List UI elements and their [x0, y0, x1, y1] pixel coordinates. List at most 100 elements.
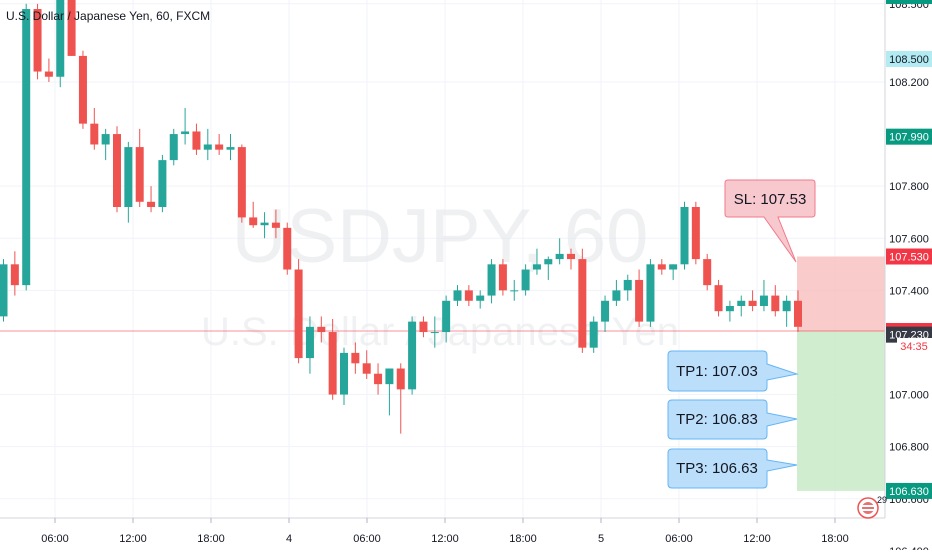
candle-body[interactable]	[317, 326, 326, 333]
candle-body[interactable]	[249, 217, 258, 226]
candle-body[interactable]	[782, 300, 791, 312]
candle-body[interactable]	[113, 134, 121, 208]
candle-body[interactable]	[226, 147, 235, 150]
candle-body[interactable]	[498, 264, 507, 291]
candle-body[interactable]	[532, 264, 541, 270]
candle-body[interactable]	[464, 290, 473, 301]
candle-body[interactable]	[305, 326, 314, 359]
candle-body[interactable]	[430, 332, 439, 334]
candle-body[interactable]	[203, 144, 212, 150]
candle-body[interactable]	[215, 144, 224, 150]
time-tick-label: 06:00	[353, 533, 381, 545]
candle-body[interactable]	[623, 279, 632, 291]
candle-body[interactable]	[748, 300, 757, 306]
events-badge[interactable]: 29	[857, 495, 887, 519]
price-tick-label: 107.600	[889, 233, 929, 245]
price-tick-label: 107.800	[889, 181, 929, 193]
candle-body[interactable]	[294, 269, 303, 359]
candle-body[interactable]	[521, 269, 530, 291]
candle-body[interactable]	[192, 131, 201, 150]
candle-body[interactable]	[453, 290, 462, 301]
candle-body[interactable]	[510, 290, 519, 292]
candle-body[interactable]	[555, 253, 564, 260]
candle-body[interactable]	[351, 352, 360, 364]
tp1-callout[interactable]: TP1: 107.03	[667, 350, 799, 392]
candle-body[interactable]	[635, 279, 644, 322]
candle-body[interactable]	[725, 305, 734, 312]
countdown-label: 34:35	[900, 341, 928, 353]
candle-body[interactable]	[362, 363, 371, 374]
price-tick-label: 107.000	[889, 390, 929, 402]
price-tick-label: 107.400	[889, 285, 929, 297]
candle-body[interactable]	[703, 259, 712, 286]
candle-body[interactable]	[271, 222, 280, 228]
highlight-label: 108.500	[889, 54, 929, 66]
candle-body[interactable]	[237, 147, 246, 218]
stop-loss-zone[interactable]	[797, 256, 885, 331]
candle-body[interactable]	[737, 300, 746, 306]
candle-body[interactable]	[601, 300, 610, 322]
candle-body[interactable]	[101, 134, 110, 145]
candle-body[interactable]	[181, 131, 190, 135]
sl-label: SL: 107.53	[734, 191, 807, 208]
price-label: 108.530	[889, 0, 929, 3]
candle-body[interactable]	[759, 295, 768, 306]
candle-body[interactable]	[340, 352, 348, 395]
candle-body[interactable]	[10, 264, 19, 286]
candle-body[interactable]	[544, 259, 553, 265]
candle-body[interactable]	[680, 207, 689, 265]
candle-body[interactable]	[714, 285, 723, 312]
price-label: 107.530	[889, 251, 929, 263]
sl-callout[interactable]: SL: 107.53	[724, 179, 816, 263]
candle-body[interactable]	[669, 264, 678, 270]
time-tick-label: 5	[598, 533, 604, 545]
candle-body[interactable]	[67, 0, 76, 56]
candle-body[interactable]	[578, 259, 587, 348]
candle-body[interactable]	[0, 264, 8, 317]
candle-body[interactable]	[442, 300, 451, 333]
time-axis[interactable]	[0, 518, 885, 550]
tp3-callout[interactable]: TP3: 106.63	[667, 448, 798, 489]
candle-body[interactable]	[124, 147, 133, 208]
candle-body[interactable]	[476, 295, 485, 301]
time-tick-label: 18:00	[821, 533, 849, 545]
candle-body[interactable]	[691, 207, 700, 260]
candle-body[interactable]	[260, 222, 269, 226]
candle-body[interactable]	[396, 368, 405, 390]
candle-body[interactable]	[567, 253, 575, 260]
time-tick-label: 12:00	[119, 533, 147, 545]
candle-body[interactable]	[589, 321, 598, 348]
candle-body[interactable]	[283, 227, 292, 270]
candle-body[interactable]	[56, 0, 65, 77]
candle-body[interactable]	[419, 321, 428, 333]
candle-body[interactable]	[44, 71, 53, 77]
candle-body[interactable]	[794, 300, 802, 327]
take-profit-zone[interactable]	[797, 331, 885, 491]
candle-body[interactable]	[78, 55, 87, 124]
time-tick-label: 18:00	[509, 533, 537, 545]
candle-body[interactable]	[169, 134, 178, 161]
tp2-callout[interactable]: TP2: 106.83	[667, 399, 798, 440]
candle-body[interactable]	[374, 373, 383, 385]
candle-body[interactable]	[328, 332, 337, 395]
candle-body[interactable]	[657, 264, 666, 270]
candles[interactable]	[0, 0, 802, 434]
candle-body[interactable]	[408, 321, 417, 390]
candle-body[interactable]	[22, 9, 31, 286]
candle-body[interactable]	[646, 264, 655, 322]
price-tick-label: 106.400	[889, 546, 929, 550]
candle-body[interactable]	[90, 123, 99, 145]
candle-body[interactable]	[135, 147, 144, 202]
candle-body[interactable]	[612, 290, 621, 301]
price-tick-label: 108.500	[889, 0, 929, 11]
candle-body[interactable]	[147, 201, 156, 208]
candle-body[interactable]	[385, 368, 394, 385]
candle-body[interactable]	[771, 295, 780, 312]
highlight-label-bg	[886, 51, 932, 67]
candle-body[interactable]	[158, 160, 167, 208]
watermark-name: U.S. Dollar / Japanese Yen	[201, 310, 679, 354]
candle-body[interactable]	[33, 9, 42, 72]
price-label: 107.990	[889, 132, 929, 144]
candle-body[interactable]	[487, 264, 496, 296]
